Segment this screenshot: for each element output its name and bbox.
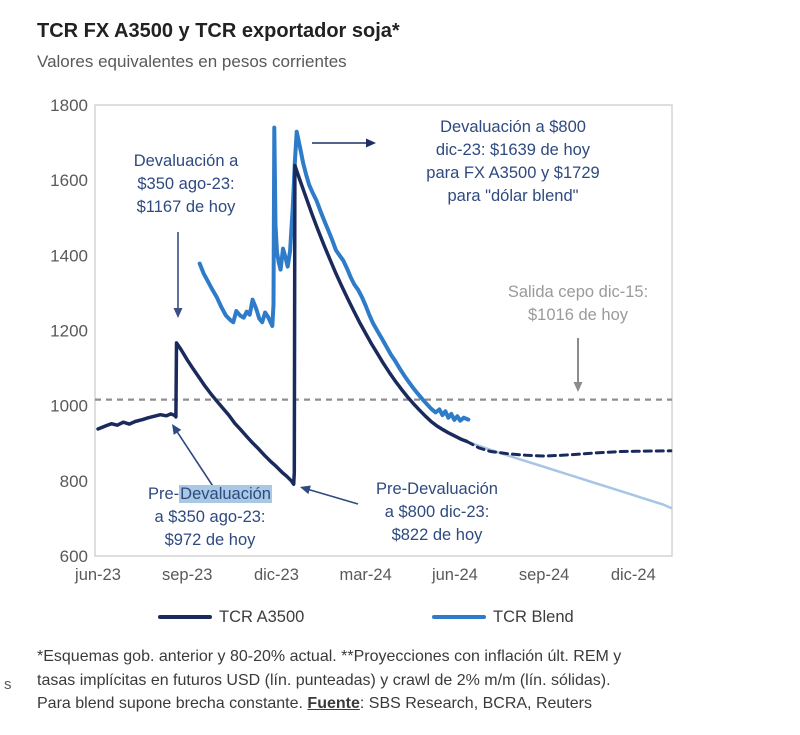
footnote: *Esquemas gob. anterior y 80-20% actual.… (37, 645, 793, 716)
footnote-line-2: tasas implícitas en futuros USD (lín. pu… (37, 671, 611, 689)
legend-label-tcr-blend: TCR Blend (493, 607, 574, 626)
x-tick-label: jun-24 (431, 566, 478, 584)
x-tick-label: dic-24 (611, 566, 656, 584)
annotation-deval-ago23: Devaluación a $350 ago-23: $1167 de hoy (133, 152, 239, 216)
y-tick-label: 1800 (50, 96, 88, 115)
legend-swatch-tcr-a3500 (158, 615, 212, 619)
y-tick-label: 1000 (50, 397, 88, 416)
footnote-source-list: : SBS Research, BCRA, Reuters (359, 695, 592, 712)
series-tcr-a3500 (96, 163, 469, 486)
y-tick-label: 600 (60, 547, 88, 566)
legend-label-tcr-a3500: TCR A3500 (219, 607, 305, 626)
plot-border (94, 104, 673, 557)
x-tick-label: sep-24 (519, 566, 569, 584)
x-tick-label: jun-23 (74, 566, 121, 584)
annotation-arrowhead (300, 485, 311, 495)
annotation-arrow-line (307, 488, 359, 505)
footnote-line-3: Para blend supone brecha constante. (37, 695, 308, 712)
annotation-arrowhead (366, 138, 376, 148)
page-title: TCR FX A3500 y TCR exportador soja* (37, 20, 400, 42)
page-subtitle: Valores equivalentes en pesos corrientes (37, 52, 347, 71)
annotation-pre-deval-dic23: Pre-Devaluación a $800 dic-23: $822 de hoy (376, 480, 498, 544)
x-tick-label: mar-24 (340, 566, 392, 584)
y-tick-label: 800 (60, 472, 88, 491)
annotation-deval-dic23: Devaluación a $800 dic-23: $1639 de hoy pa… (426, 118, 600, 205)
y-tick-label: 1600 (50, 171, 88, 190)
footnote-source-label: Fuente (307, 695, 360, 712)
series-tcr-blend (197, 125, 471, 423)
annotation-salida-cepo: Salida cepo dic-15: $1016 de hoy (507, 283, 649, 324)
highlighted-word: Devaluación (179, 485, 272, 503)
x-tick-label: sep-23 (162, 566, 212, 584)
legend-item-tcr-blend: TCR Blend (432, 606, 574, 628)
x-tick-label: dic-23 (254, 566, 299, 584)
annotation-arrowhead (173, 308, 183, 318)
y-tick-label: 1400 (50, 246, 88, 265)
series-tcr-a3500-futuros-usd-proyecci-n-punteada (465, 439, 673, 458)
legend-item-tcr-a3500: TCR A3500 (158, 606, 304, 628)
y-tick-label: 1200 (50, 322, 88, 341)
stray-text: s (4, 676, 12, 693)
footnote-line-1: *Esquemas gob. anterior y 80-20% actual.… (37, 648, 622, 665)
annotation-arrowhead (172, 424, 182, 435)
annotation-pre-deval-ago23: Pre-Devaluación a $350 ago-23: $972 de hoy (148, 485, 272, 549)
annotation-arrowhead (573, 382, 583, 392)
legend-swatch-tcr-blend (432, 615, 486, 619)
